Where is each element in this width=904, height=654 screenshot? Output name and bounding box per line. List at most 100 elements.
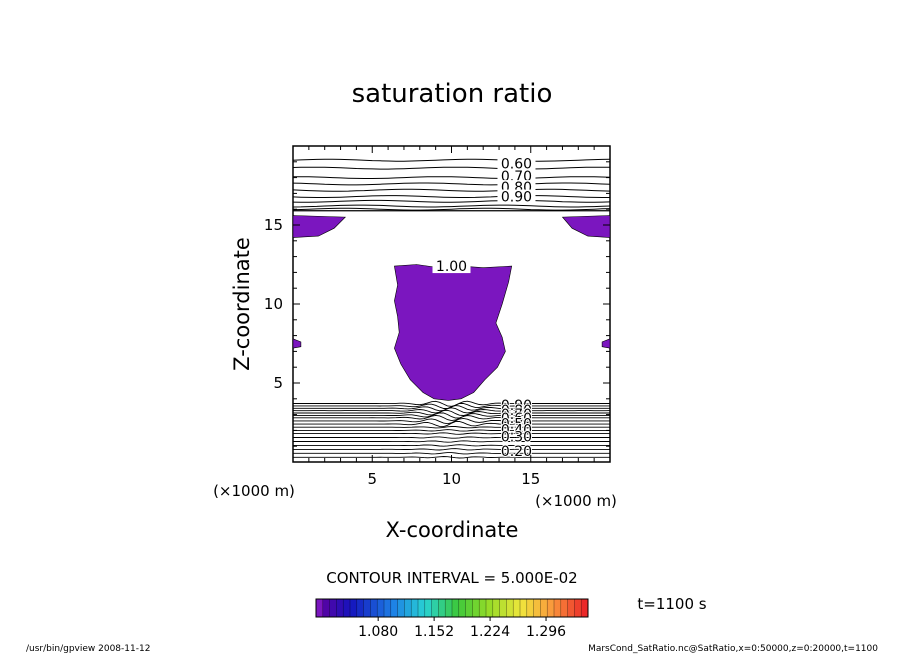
colorbar-cell	[356, 599, 364, 617]
colorbar-cell	[445, 599, 453, 617]
y-tick-label: 5	[273, 374, 283, 392]
colorbar-cell	[343, 599, 351, 617]
colorbar-cell	[520, 599, 528, 617]
y-tick-label: 15	[264, 216, 283, 234]
contour-label: 0.70	[501, 407, 532, 423]
y-tick-label: 10	[264, 295, 283, 313]
colorbar-cell	[363, 599, 371, 617]
colorbar-cell	[418, 599, 426, 617]
colorbar-cell	[560, 599, 568, 617]
contour-line-lower	[293, 452, 610, 455]
axis-ticks: 5 10 15 5 10 15	[264, 146, 610, 488]
contour-line-upper	[292, 182, 611, 186]
contour-labels: 0.600.700.800.901.000.900.800.700.600.50…	[432, 156, 536, 461]
colorbar-cell	[384, 599, 392, 617]
chart-title: saturation ratio	[352, 79, 553, 109]
x-tick-label: 5	[367, 470, 377, 488]
contour-line-lower	[293, 432, 610, 435]
colorbar-tick-label: 1.224	[470, 624, 510, 640]
colorbar-tick-label: 1.296	[526, 624, 566, 640]
y-unit-label: (×1000 m)	[213, 482, 295, 500]
x-tick-label: 10	[442, 470, 461, 488]
contour-label: 0.60	[501, 411, 532, 427]
contour-line-upper	[292, 207, 611, 211]
colorbar-cell	[322, 599, 330, 617]
colorbar-cell	[567, 599, 575, 617]
colorbar-cell	[390, 599, 398, 617]
filled-regions	[292, 215, 611, 401]
colorbar-cell	[533, 599, 541, 617]
colorbar-tick-label: 1.080	[358, 624, 398, 640]
contour-label-bg	[432, 259, 471, 274]
supersaturated-plume	[394, 264, 513, 401]
colorbar	[315, 598, 589, 618]
plot-area: 0.600.700.800.901.000.900.800.700.600.50…	[264, 145, 611, 488]
contour-label-bg	[497, 189, 536, 204]
colorbar-cell	[506, 599, 514, 617]
colorbar-tick-labels: 1.080 1.152 1.224 1.296	[358, 617, 566, 640]
contour-line-lower	[293, 412, 610, 419]
contour-line-lower	[293, 409, 610, 416]
colorbar-cell	[513, 599, 521, 617]
colorbar-cell	[370, 599, 378, 617]
contour-line-upper	[292, 188, 611, 192]
contour-line-upper	[292, 199, 611, 203]
colorbar-cell	[479, 599, 487, 617]
colorbar-cell	[329, 599, 337, 617]
contour-line-upper	[292, 166, 611, 170]
colorbar-cell	[452, 599, 460, 617]
colorbar-cell	[499, 599, 507, 617]
colorbar-cell	[397, 599, 405, 617]
contour-line-lower	[293, 429, 610, 432]
contour-line-lower	[293, 426, 610, 429]
colorbar-cell	[336, 599, 344, 617]
contour-line-upper	[293, 176, 611, 179]
contour-interval-text: CONTOUR INTERVAL = 5.000E-02	[326, 569, 577, 587]
colorbar-cell	[458, 599, 466, 617]
colorbar-cell	[465, 599, 473, 617]
footer-left: /usr/bin/gpview 2008-11-12	[26, 644, 150, 654]
colorbar-cell	[438, 599, 446, 617]
colorbar-tick-label: 1.152	[414, 624, 454, 640]
contour-line-lower	[293, 440, 610, 443]
colorbar-cell	[486, 599, 494, 617]
contour-label: 0.40	[501, 423, 532, 439]
contour-label-bg	[497, 169, 536, 184]
contour-label: 1.00	[436, 259, 467, 275]
contour-line-upper	[292, 158, 611, 162]
colorbar-cell	[581, 599, 589, 617]
colorbar-cell	[547, 599, 555, 617]
contour-line-lower	[293, 448, 610, 451]
contour-line-lower	[292, 407, 611, 414]
colorbar-first-cell	[316, 599, 323, 617]
contour-label: 0.80	[501, 403, 532, 419]
footer-right: MarsCond_SatRatio.nc@SatRatio,x=0:50000,…	[588, 644, 878, 654]
contour-line-lower	[293, 444, 610, 447]
colorbar-cell	[411, 599, 419, 617]
colorbar-cell	[377, 599, 385, 617]
contour-line-upper	[292, 195, 610, 198]
contour-label-bg	[497, 156, 536, 171]
contour-label: 0.60	[501, 156, 532, 172]
contour-line-lower	[293, 414, 610, 422]
supersaturated-lobe-upper-right	[561, 215, 611, 238]
colorbar-cell	[526, 599, 534, 617]
colorbar-cell	[404, 599, 412, 617]
contour-line-lower	[293, 421, 610, 428]
contour-label: 0.90	[501, 398, 532, 414]
supersaturated-lobe-upper-left	[292, 215, 347, 238]
x-tick-label: 15	[521, 470, 540, 488]
x-unit-label: (×1000 m)	[535, 492, 617, 510]
colorbar-cell	[540, 599, 548, 617]
colorbar-cell	[492, 599, 500, 617]
colorbar-cell	[554, 599, 562, 617]
colorbar-cell	[350, 599, 358, 617]
time-label: t=1100 s	[637, 595, 706, 613]
contour-label: 0.90	[501, 190, 532, 206]
y-axis-title: Z-coordinate	[230, 237, 254, 371]
colorbar-cell	[574, 599, 582, 617]
contour-line-upper	[292, 204, 611, 208]
colorbar-cell	[424, 599, 432, 617]
contour-label: 0.30	[501, 430, 532, 446]
